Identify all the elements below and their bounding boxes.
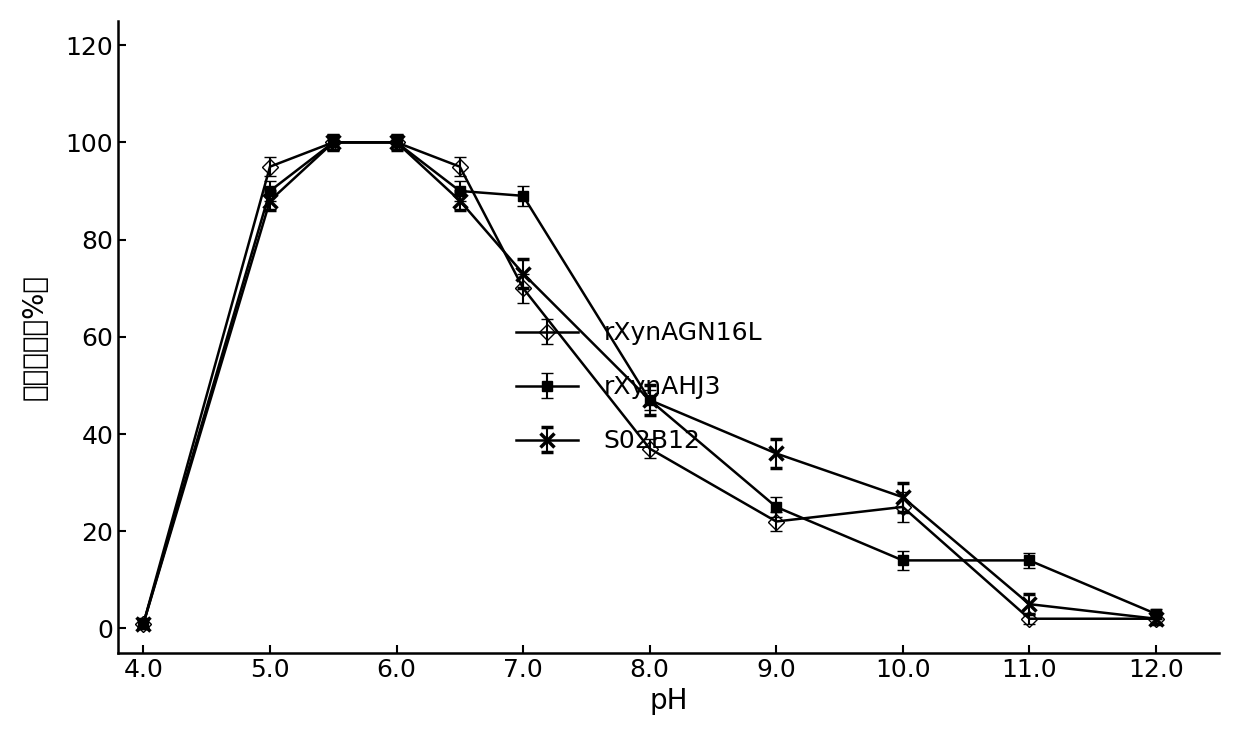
Legend: rXynAGN16L, rXynAHJ3, S02B12: rXynAGN16L, rXynAHJ3, S02B12	[516, 322, 763, 453]
X-axis label: pH: pH	[650, 687, 688, 715]
Y-axis label: 相对酶活（%）: 相对酶活（%）	[21, 274, 48, 400]
